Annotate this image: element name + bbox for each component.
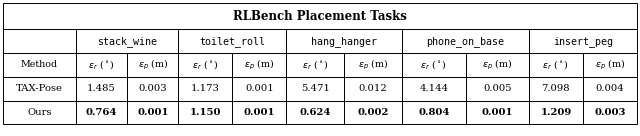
Bar: [179, 29, 286, 53]
Bar: [179, 53, 232, 77]
Text: hang_hanger: hang_hanger: [311, 36, 377, 47]
Text: 0.005: 0.005: [483, 84, 511, 93]
Text: 0.001: 0.001: [245, 84, 274, 93]
Bar: [465, 77, 529, 101]
Text: 0.003: 0.003: [138, 84, 167, 93]
Bar: [232, 53, 286, 77]
Text: 0.764: 0.764: [86, 108, 117, 117]
Text: 0.012: 0.012: [359, 84, 388, 93]
Text: Method: Method: [21, 60, 58, 69]
Bar: [402, 101, 465, 124]
Text: 0.004: 0.004: [595, 84, 624, 93]
Text: $\epsilon_p$ (m): $\epsilon_p$ (m): [358, 58, 388, 72]
Bar: [3, 77, 76, 101]
Bar: [529, 53, 583, 77]
Bar: [3, 53, 76, 77]
Bar: [286, 77, 344, 101]
Text: 5.471: 5.471: [301, 84, 330, 93]
Text: TAX-Pose: TAX-Pose: [16, 84, 63, 93]
Text: insert_peg: insert_peg: [553, 36, 613, 47]
Text: phone_on_base: phone_on_base: [427, 36, 504, 47]
Bar: [402, 77, 465, 101]
Bar: [344, 53, 402, 77]
Bar: [465, 53, 529, 77]
Text: RLBench Placement Tasks: RLBench Placement Tasks: [233, 10, 407, 23]
Text: 4.144: 4.144: [419, 84, 449, 93]
Text: $\epsilon_r$ ($^\circ$): $\epsilon_r$ ($^\circ$): [88, 58, 115, 71]
Text: 1.209: 1.209: [540, 108, 572, 117]
Text: $\epsilon_p$ (m): $\epsilon_p$ (m): [138, 58, 168, 72]
Bar: [232, 101, 286, 124]
Text: 0.001: 0.001: [481, 108, 513, 117]
Bar: [286, 29, 402, 53]
Bar: [179, 101, 232, 124]
Text: $\epsilon_p$ (m): $\epsilon_p$ (m): [244, 58, 275, 72]
Bar: [286, 53, 344, 77]
Bar: [583, 53, 637, 77]
Bar: [3, 101, 76, 124]
Bar: [127, 101, 179, 124]
Text: stack_wine: stack_wine: [97, 36, 157, 47]
Text: 0.804: 0.804: [418, 108, 450, 117]
Text: 0.002: 0.002: [358, 108, 389, 117]
Text: $\epsilon_r$ ($^\circ$): $\epsilon_r$ ($^\circ$): [192, 58, 219, 71]
Text: 0.001: 0.001: [244, 108, 275, 117]
Text: 0.624: 0.624: [300, 108, 331, 117]
Bar: [232, 77, 286, 101]
Bar: [344, 77, 402, 101]
Text: $\epsilon_r$ ($^\circ$): $\epsilon_r$ ($^\circ$): [302, 58, 329, 71]
Bar: [76, 101, 127, 124]
Bar: [127, 77, 179, 101]
Bar: [583, 101, 637, 124]
Bar: [402, 53, 465, 77]
Text: 1.173: 1.173: [191, 84, 220, 93]
Bar: [583, 77, 637, 101]
Bar: [529, 101, 583, 124]
Bar: [465, 101, 529, 124]
Bar: [529, 29, 637, 53]
Bar: [76, 29, 179, 53]
Bar: [76, 53, 127, 77]
Bar: [3, 3, 637, 29]
Text: 0.003: 0.003: [594, 108, 625, 117]
Text: 7.098: 7.098: [541, 84, 570, 93]
Text: $\epsilon_p$ (m): $\epsilon_p$ (m): [595, 58, 625, 72]
Text: 0.001: 0.001: [137, 108, 168, 117]
Bar: [127, 53, 179, 77]
Text: toilet_roll: toilet_roll: [200, 36, 266, 47]
Bar: [344, 101, 402, 124]
Bar: [3, 29, 76, 53]
Text: $\epsilon_r$ ($^\circ$): $\epsilon_r$ ($^\circ$): [543, 58, 570, 71]
Text: 1.485: 1.485: [87, 84, 116, 93]
Text: $\epsilon_p$ (m): $\epsilon_p$ (m): [482, 58, 513, 72]
Bar: [402, 29, 529, 53]
Text: Ours: Ours: [28, 108, 52, 117]
Bar: [529, 77, 583, 101]
Bar: [286, 101, 344, 124]
Bar: [76, 77, 127, 101]
Text: 1.150: 1.150: [189, 108, 221, 117]
Text: $\epsilon_r$ ($^\circ$): $\epsilon_r$ ($^\circ$): [420, 58, 447, 71]
Bar: [179, 77, 232, 101]
